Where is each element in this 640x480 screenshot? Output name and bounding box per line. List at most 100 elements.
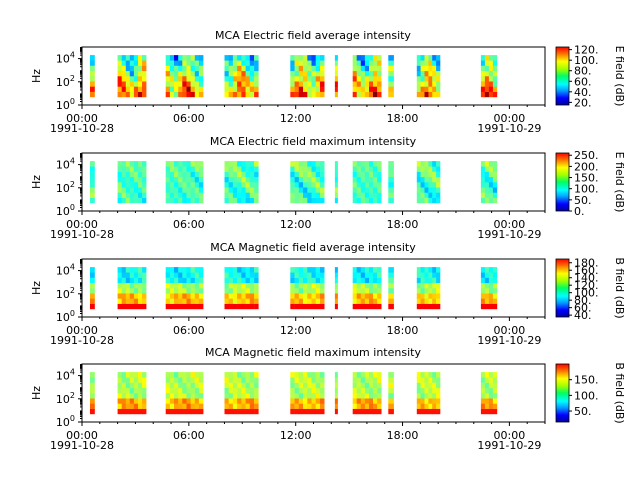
heatmap-cell [432, 197, 437, 204]
heatmap-cell [198, 298, 204, 304]
heatmap-cell [224, 86, 229, 92]
heatmap-cell [298, 171, 304, 178]
heatmap-cell [133, 187, 139, 193]
colorbar-tick-label: 120. [574, 44, 599, 57]
heatmap-cell [138, 76, 143, 82]
heatmap-cell [303, 161, 308, 167]
heatmap-cell [488, 387, 494, 394]
heatmap-cell [165, 408, 171, 415]
heatmap-cell [142, 282, 147, 289]
heatmap-cell [356, 288, 362, 294]
heatmap-cell [232, 372, 238, 378]
heatmap-cell [311, 372, 316, 378]
heatmap-cell [377, 298, 382, 304]
heatmap-cell [228, 293, 234, 299]
heatmap-cell [488, 161, 494, 167]
heatmap-cell [424, 86, 429, 92]
heatmap-cell [245, 161, 251, 167]
heatmap-cell [125, 197, 131, 204]
heatmap-cell [307, 176, 312, 183]
heatmap-cell [186, 272, 191, 278]
heatmap-cell [174, 171, 179, 178]
heatmap-cell [129, 166, 135, 172]
heatmap-cell [237, 403, 242, 409]
chart-panel-3: MCA Magnetic field average intensity1001… [30, 241, 626, 347]
heatmap-cell [125, 171, 131, 178]
heatmap-cell [182, 303, 187, 310]
heatmap-cell [311, 91, 316, 98]
heatmap-cell [186, 81, 191, 87]
heatmap-cell [307, 171, 312, 178]
heatmap-cell [377, 282, 382, 289]
heatmap-cell [320, 408, 325, 415]
heatmap-cell [169, 182, 175, 188]
heatmap-cell [424, 166, 429, 172]
heatmap-cell [232, 288, 238, 294]
colorbar-tick-label: 250. [574, 149, 599, 162]
heatmap-cell [249, 303, 255, 310]
heatmap-cell [360, 171, 366, 178]
heatmap-cell [245, 393, 251, 399]
heatmap-cell [121, 398, 127, 404]
heatmap-cell [182, 55, 187, 61]
heatmap-cell [356, 182, 362, 188]
heatmap-cell [190, 377, 196, 383]
heatmap-cell [364, 81, 370, 87]
heatmap-cell [364, 60, 370, 66]
heatmap-cell [138, 387, 143, 394]
heatmap-cell [237, 76, 242, 82]
heatmap-cell [488, 166, 494, 172]
heatmap-cell [356, 272, 362, 278]
colorbar-tick-label: 40. [574, 309, 592, 322]
heatmap-cell [432, 60, 437, 66]
heatmap-cell [311, 81, 316, 87]
heatmap-cell [254, 176, 259, 183]
heatmap-cell [428, 382, 433, 389]
heatmap-cell [488, 192, 494, 198]
heatmap-cell [420, 60, 425, 66]
heatmap-cell [228, 171, 234, 178]
heatmap-cell [178, 192, 183, 198]
heatmap-cell [377, 81, 382, 87]
heatmap-cell [315, 171, 321, 178]
heatmap-cell [432, 272, 437, 278]
heatmap-cell [133, 398, 139, 404]
heatmap-cell [356, 161, 362, 167]
heatmap-cell [303, 76, 308, 82]
heatmap-cell [356, 91, 362, 98]
heatmap-cell [420, 86, 425, 92]
heatmap-cell [480, 393, 486, 399]
heatmap-cell [237, 166, 242, 172]
heatmap-cell [186, 408, 191, 415]
heatmap-cell [432, 377, 437, 383]
heatmap-cell [165, 171, 171, 178]
heatmap-cell [334, 288, 338, 294]
heatmap-cell [133, 86, 139, 92]
heatmap-cell [129, 277, 135, 284]
heatmap-cell [224, 161, 229, 167]
heatmap-cell [237, 91, 242, 98]
heatmap-cell [165, 86, 171, 92]
data-segment [117, 372, 147, 415]
heatmap-cell [320, 65, 325, 72]
heatmap-cell [303, 298, 308, 304]
date-label: 1991-10-29 [477, 439, 541, 452]
heatmap-cell [190, 288, 196, 294]
heatmap-cell [373, 387, 378, 394]
heatmap-cell [290, 192, 295, 198]
heatmap-cell [303, 382, 308, 389]
heatmap-cell [198, 166, 204, 172]
heatmap-cell [228, 272, 234, 278]
heatmap-cell [307, 187, 312, 193]
heatmap-cell [90, 187, 95, 193]
heatmap-cell [186, 372, 191, 378]
heatmap-cell [133, 197, 139, 204]
heatmap-cell [138, 166, 143, 172]
heatmap-cell [416, 382, 421, 389]
heatmap-cell [484, 161, 490, 167]
heatmap-cell [480, 197, 486, 204]
heatmap-cell [228, 86, 234, 92]
heatmap-cell [138, 408, 143, 415]
heatmap-cell [245, 277, 251, 284]
heatmap-cell [334, 382, 338, 389]
